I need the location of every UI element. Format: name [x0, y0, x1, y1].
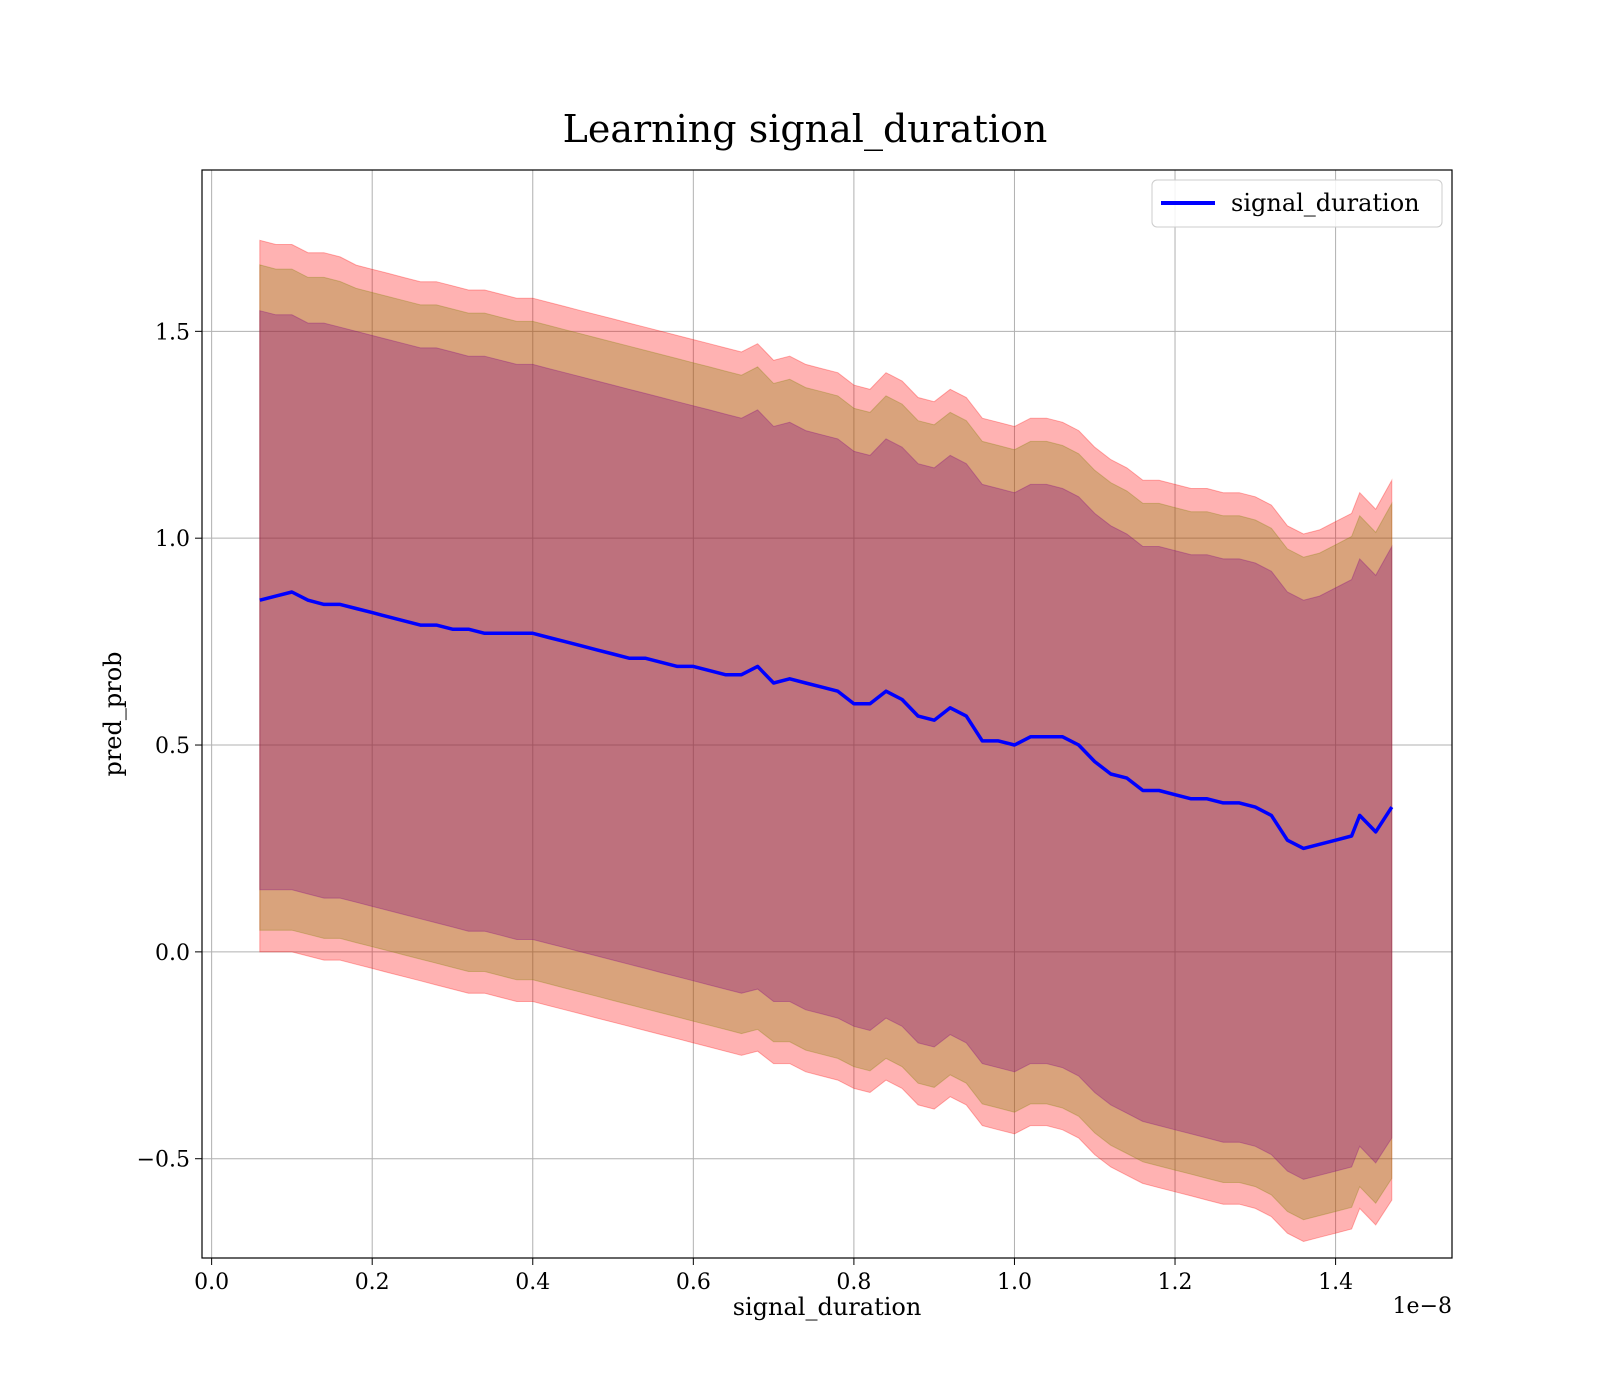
x-tick-label: 1.4	[1318, 1270, 1353, 1295]
series-line	[259, 590, 1394, 851]
x-axis-label: signal_duration	[733, 1293, 922, 1321]
y-tick-label: 0.5	[155, 734, 190, 759]
grid	[202, 170, 1452, 1258]
y-tick-label: −0.5	[137, 1148, 190, 1173]
legend-label: signal_duration	[1231, 189, 1420, 217]
x-tick-label: 0.2	[355, 1270, 390, 1295]
outer-band	[259, 239, 1393, 1243]
legend: signal_duration	[1151, 179, 1443, 228]
y-tick-label: 1.0	[155, 527, 190, 552]
chart-title: Learning signal_duration	[563, 107, 1048, 152]
line-layer	[259, 590, 1394, 851]
x-tick-label: 1.2	[1158, 1270, 1193, 1295]
x-tick-label: 0.8	[836, 1270, 871, 1295]
y-tick-label: 0.0	[155, 941, 190, 966]
middle-band	[259, 264, 1393, 1221]
y-axis-ticks: −0.5 0.0 0.5 1.0 1.5	[137, 320, 202, 1173]
y-axis-label: pred_prob	[99, 651, 127, 776]
y-tick-label: 1.5	[155, 320, 190, 345]
legend-box	[1151, 179, 1443, 228]
x-axis-ticks: 0.0 0.2 0.4 0.6 0.8 1.0 1.2 1.4	[194, 1258, 1353, 1295]
x-tick-label: 0.0	[194, 1270, 229, 1295]
x-tick-label: 0.4	[515, 1270, 550, 1295]
inner-band	[259, 310, 1393, 1180]
plot-frame	[201, 169, 1453, 1259]
x-offset-label: 1e−8	[1393, 1294, 1452, 1319]
x-tick-label: 1.0	[997, 1270, 1032, 1295]
x-tick-label: 0.6	[676, 1270, 711, 1295]
confidence-bands	[259, 239, 1393, 1243]
